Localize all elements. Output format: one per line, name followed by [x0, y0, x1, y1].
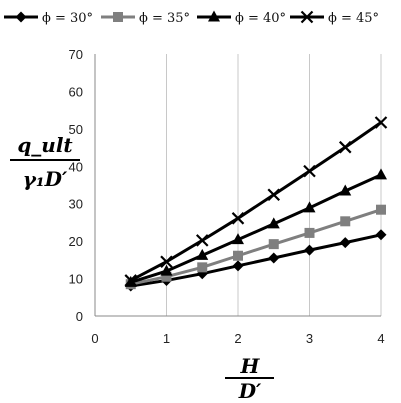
data-point-diamond [339, 237, 351, 249]
legend-item-square: ϕ = 35° [101, 11, 190, 26]
legend-label: ϕ = 40° [235, 11, 286, 26]
series-group [124, 116, 388, 292]
series-line-square [130, 208, 382, 286]
y-tick-labels: 0 10 20 30 40 50 60 70 [69, 47, 83, 324]
legend-item-x: ϕ = 45° [290, 10, 379, 26]
y-tick-label: 60 [69, 84, 83, 99]
y-tick-label: 50 [69, 122, 83, 137]
data-point-square [376, 204, 386, 215]
data-point-diamond [304, 244, 315, 256]
legend-item-diamond: ϕ = 30° [4, 11, 93, 26]
data-point-x [303, 164, 316, 178]
legend-label: ϕ = 45° [328, 11, 379, 26]
y-tick-label: 40 [69, 159, 83, 174]
data-point-square [340, 216, 351, 227]
legend-marker-x [300, 10, 314, 24]
y-tick-label: 30 [69, 197, 83, 212]
x-tick-label: 2 [234, 331, 241, 346]
data-point-triangle [375, 168, 387, 180]
x-axis-label: H D′ [225, 354, 274, 403]
legend-item-triangle: ϕ = 40° [197, 10, 286, 26]
data-point-x [124, 274, 138, 287]
data-point-x [338, 140, 352, 154]
data-point-triangle [267, 217, 280, 229]
legend-marker-square [113, 12, 123, 22]
data-point-triangle [303, 201, 316, 213]
data-point-triangle [232, 233, 244, 245]
y-axis-label: q_ult γ₁D′ [10, 133, 80, 191]
legend-marker-diamond [15, 11, 27, 23]
y-tick-label: 0 [76, 309, 83, 324]
series-triangle [124, 168, 387, 287]
data-point-triangle [196, 248, 209, 260]
data-point-diamond [268, 252, 280, 264]
x-tick-label: 3 [306, 331, 313, 346]
x-tick-label: 0 [91, 331, 98, 346]
data-point-x [195, 234, 209, 247]
data-point-triangle [160, 264, 173, 276]
y-tick-label: 20 [69, 234, 83, 249]
x-axis-label-denominator: D′ [238, 379, 262, 403]
data-point-square [304, 227, 315, 238]
y-tick-label: 10 [69, 272, 83, 287]
legend: ϕ = 30° ϕ = 35° ϕ = 40° ϕ = 45° [4, 10, 379, 26]
series-line-diamond [130, 233, 382, 288]
data-point-square [233, 250, 243, 261]
series-line-triangle [130, 173, 382, 284]
series-x [124, 116, 388, 287]
x-tick-labels: 0 1 2 3 4 [91, 331, 384, 346]
data-point-square [197, 262, 208, 273]
data-point-square [161, 271, 172, 282]
x-tick-label: 4 [377, 331, 384, 346]
data-point-square [268, 239, 279, 250]
data-point-x [374, 116, 388, 129]
y-tick-label: 70 [69, 47, 83, 62]
legend-label: ϕ = 35° [139, 11, 190, 26]
data-point-diamond [232, 260, 244, 272]
series-line-x [130, 121, 382, 282]
x-axis-label-numerator: H [240, 354, 261, 378]
legend-marker-triangle [208, 10, 220, 22]
data-point-diamond [375, 229, 387, 241]
y-axis-label-denominator: γ₁D′ [23, 167, 68, 191]
series-square [125, 204, 386, 290]
data-point-triangle [339, 184, 352, 196]
data-point-x [267, 188, 281, 202]
axes [94, 54, 381, 317]
x-tick-label: 1 [163, 331, 170, 346]
data-point-x [160, 255, 173, 269]
y-axis-label-numerator: q_ult [17, 133, 73, 157]
legend-label: ϕ = 30° [42, 11, 93, 26]
data-point-x [231, 212, 245, 225]
gridlines [166, 54, 382, 316]
